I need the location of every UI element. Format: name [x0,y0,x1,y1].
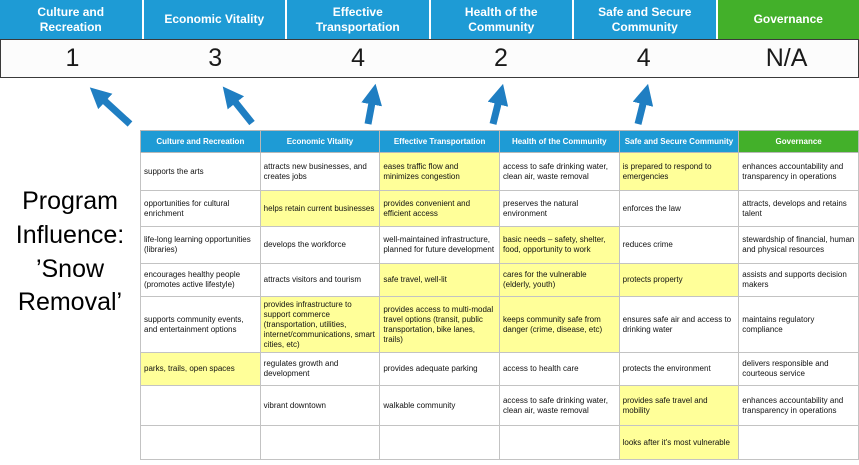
table-header: Economic Vitality [259,130,381,153]
table-body: supports the arts attracts new businesses… [140,152,859,460]
table-cell: provides convenient and efficient access [379,190,500,227]
table-cell [498,425,620,460]
table-cell: walkable community [379,385,500,426]
table-cell: supports the arts [140,152,261,191]
category-header-health-of-the-community: Health of the Community [430,0,572,39]
program-title-line: Program [22,187,118,215]
up-arrow-icon [487,83,509,125]
category-header-economic-vitality: Economic Vitality [143,0,285,39]
category-header-effective-transportation: Effective Transportation [287,0,429,39]
table-cell: is prepared to respond to emergencies [618,152,740,191]
category-header-governance: Governance [717,0,859,39]
program-title: Program Influence: ’Snow Removal’ [0,185,140,320]
table-cell: access to safe drinking water, clean air… [498,152,620,191]
table-cell: well-maintained infrastructure, planned … [379,226,500,264]
up-arrow-icon [361,83,382,125]
table-cell: provides adequate parking [379,352,500,386]
table-cell: assists and supports decision makers [738,263,859,297]
category-header-row: Culture and Recreation Economic Vitality… [0,0,859,39]
table-cell [738,425,859,460]
table-cell: enforces the law [618,190,740,227]
score-row: 1 3 4 2 4 N/A [0,39,859,78]
score-effective-transportation: 4 [351,44,366,72]
table-cell: delivers responsible and courteous servi… [738,352,859,386]
table-cell [140,425,261,460]
influence-table: Culture and Recreation Economic Vitality E… [140,130,859,460]
table-row: opportunities for cultural enrichment hel… [140,190,859,227]
table-header: Safe and Secure Community [618,130,740,153]
table-cell: reduces crime [618,226,740,264]
table-row: parks, trails, open spaces regulates grow… [140,352,859,386]
table-cell: protects the environment [618,352,740,386]
table-cell: provides safe travel and mobility [618,385,740,426]
category-header-culture-and-recreation: Culture and Recreation [0,0,142,39]
table-header: Culture and Recreation [140,130,261,153]
table-cell: opportunities for cultural enrichment [140,190,261,227]
table-cell: stewardship of financial, human and phys… [738,226,859,264]
up-arrow-icon [222,86,255,126]
table-cell: develops the workforce [259,226,381,264]
score-safe-and-secure-community: 4 [636,44,651,72]
score-economic-vitality: 3 [208,44,223,72]
table-cell: access to health care [498,352,620,386]
table-cell: supports community events, and entertain… [140,296,261,353]
table-cell: eases traffic flow and minimizes congest… [379,152,500,191]
table-row: supports community events, and entertain… [140,296,859,353]
table-cell: enhances accountability and transparency… [738,385,859,426]
table-cell: helps retain current businesses [259,190,381,227]
table-cell: attracts new businesses, and creates job… [259,152,381,191]
table-row: encourages healthy people (promotes acti… [140,263,859,297]
table-cell: attracts, develops and retains talent [738,190,859,227]
table-cell: vibrant downtown [259,385,381,426]
table-header: Governance [738,130,859,153]
table-cell: provides access to multi-modal travel op… [379,296,500,353]
table-cell: looks after it's most vulnerable [618,425,740,460]
score-culture-and-recreation: 1 [65,44,80,72]
table-header-row: Culture and Recreation Economic Vitality E… [140,130,859,153]
arrows-graphic [89,83,654,127]
table-cell [379,425,500,460]
table-cell: ensures safe air and access to drinking … [618,296,740,353]
table-row: life-long learning opportunities (librar… [140,226,859,264]
table-cell: basic needs – safety, shelter, food, opp… [498,226,620,264]
table-cell: regulates growth and development [259,352,381,386]
table-cell [259,425,381,460]
table-cell [140,385,261,426]
up-arrow-icon [89,87,133,127]
score-governance: N/A [765,44,808,72]
table-cell: encourages healthy people (promotes acti… [140,263,261,297]
table-header: Health of the Community [498,130,620,153]
category-header-safe-and-secure-community: Safe and Secure Community [574,0,716,39]
table-header: Effective Transportation [379,130,500,153]
up-arrow-icon [632,83,654,125]
table-cell: parks, trails, open spaces [140,352,261,386]
table-cell: preserves the natural environment [498,190,620,227]
table-cell: provides infrastructure to support comme… [259,296,381,353]
table-cell: life-long learning opportunities (librar… [140,226,261,264]
program-title-line: Influence: [15,220,125,249]
table-row: supports the arts attracts new businesses… [140,152,859,191]
table-cell: protects property [618,263,740,297]
table-row: vibrant downtown walkable community access… [140,385,859,426]
table-cell: safe travel, well-lit [379,263,500,297]
table-row: looks after it's most vulnerable [140,425,859,460]
program-title-line: ’Snow [35,254,105,283]
table-cell: maintains regulatory compliance [738,296,859,353]
table-cell: cares for the vulnerable (elderly, youth… [498,263,620,297]
program-title-line: Removal’ [17,288,123,317]
score-health-of-the-community: 2 [493,44,508,72]
table-cell: attracts visitors and tourism [259,263,381,297]
table-cell: access to safe drinking water, clean air… [498,385,620,426]
table-cell: keeps community safe from danger (crime,… [498,296,620,353]
table-cell: enhances accountability and transparency… [738,152,859,191]
